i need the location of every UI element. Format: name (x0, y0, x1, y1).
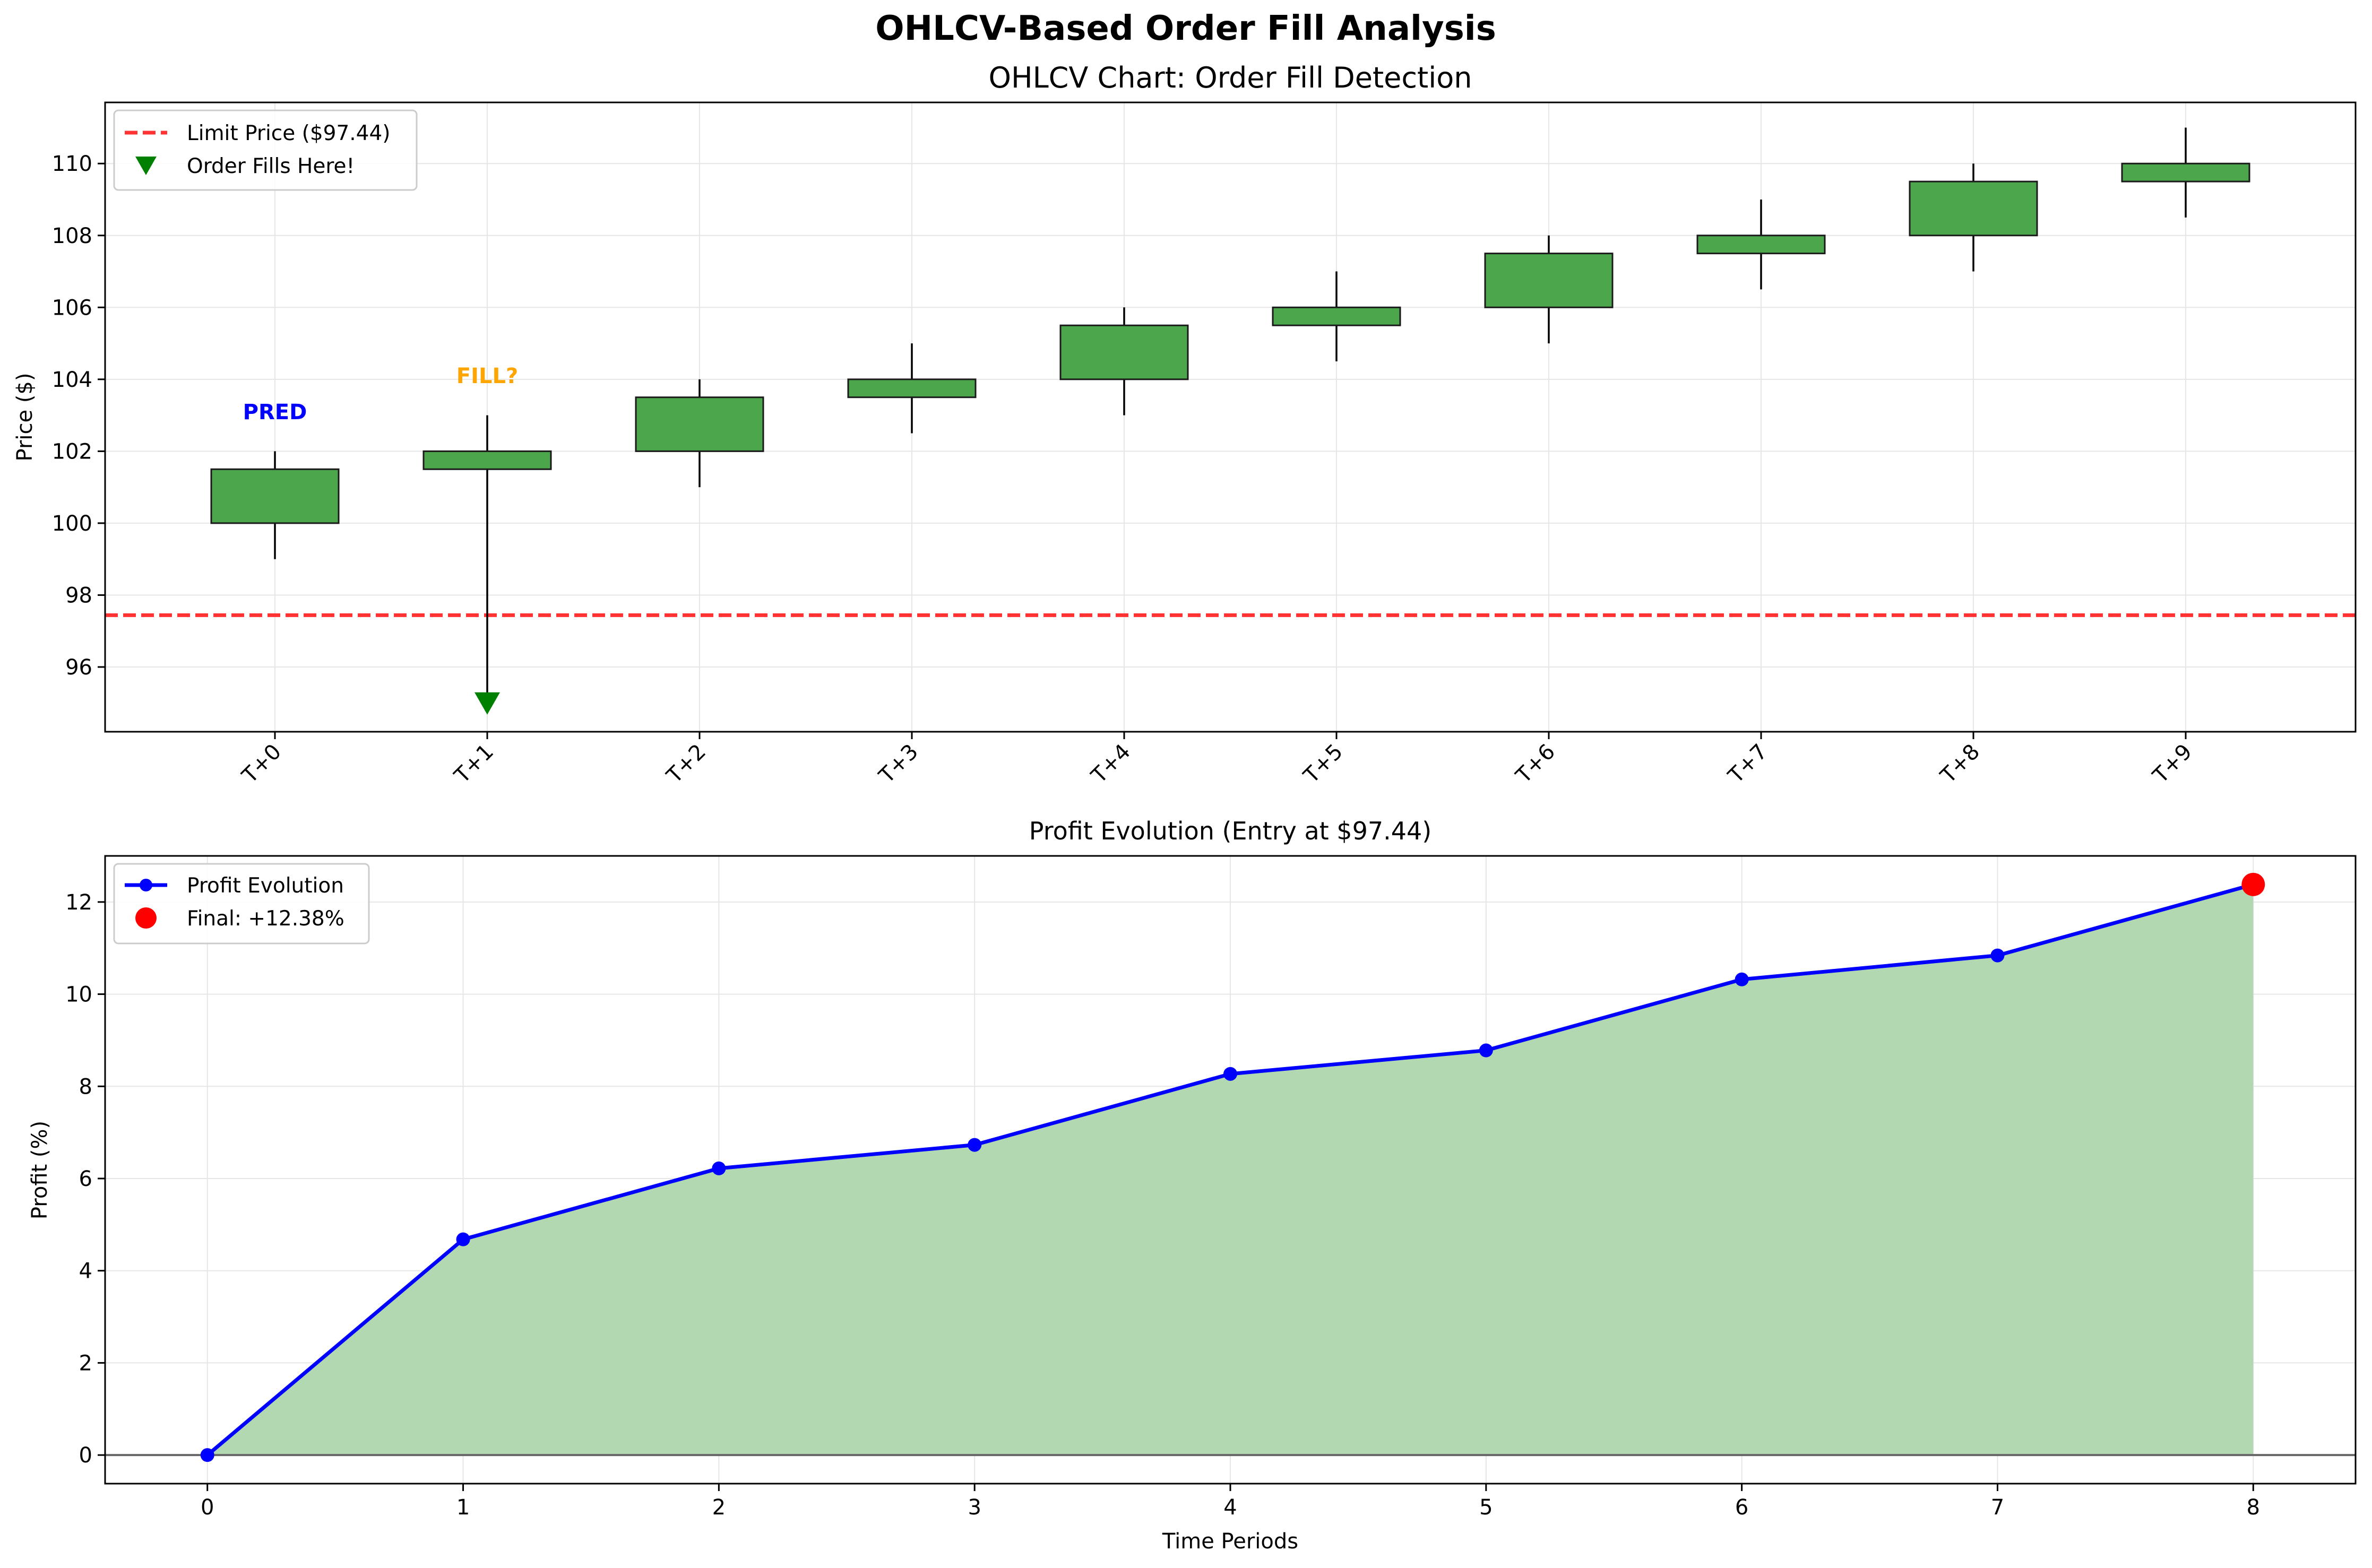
profit-y-tick-label: 2 (79, 1351, 92, 1375)
profit-point (1479, 1043, 1493, 1058)
ohlcv-legend-box (113, 109, 418, 191)
profit-fill-area (105, 884, 2356, 1457)
ohlcv-y-tick-label: 110 (52, 152, 92, 176)
ohlcv-axes-frame (104, 101, 2357, 733)
legend-triangle-swatch (135, 157, 157, 175)
profit-legend: Profit Evolution Final: +12.38% (113, 863, 370, 945)
candle-body (1484, 253, 1614, 308)
candle-body (422, 450, 552, 470)
profit-x-tick-label: 7 (1991, 1495, 2004, 1520)
profit-area (207, 884, 2254, 1456)
candle-body (1696, 235, 1826, 255)
ohlcv-y-tick-label: 98 (65, 583, 92, 608)
profit-y-tick-label: 8 (79, 1075, 92, 1099)
profit-x-tick-label: 6 (1735, 1495, 1748, 1520)
legend-label-profit-evolution: Profit Evolution (187, 874, 344, 898)
profit-series (200, 872, 2265, 1462)
ohlcv-y-tick-label: 104 (52, 368, 92, 392)
profit-x-tick-label: 5 (1479, 1495, 1493, 1520)
ohlcv-chart-title: OHLCV Chart: Order Fill Detection (988, 61, 1472, 94)
profit-y-tick-label: 10 (65, 983, 92, 1007)
legend-label-order-fills: Order Fills Here! (187, 154, 355, 178)
candle-annotations: PRED FILL? (243, 364, 519, 425)
candle-body (1059, 324, 1189, 380)
legend-line-marker-swatch (140, 879, 152, 891)
candle-body (847, 378, 977, 399)
candle-body (1272, 306, 1401, 326)
legend-final-point-swatch (135, 907, 157, 929)
ohlcv-y-tick-label: 102 (52, 439, 92, 464)
final-profit-point (2241, 872, 2265, 896)
profit-y-ticks: 0 2 4 6 8 10 12 (65, 890, 105, 1468)
ohlcv-y-tick-label: 100 (52, 512, 92, 536)
profit-point (456, 1232, 470, 1246)
candle-body (635, 396, 764, 452)
profit-point (200, 1448, 214, 1462)
ohlcv-y-ticks: 96 98 100 102 104 106 108 110 (52, 152, 105, 680)
profit-x-ticks: 0 1 2 3 4 5 6 7 8 (201, 1484, 2260, 1520)
profit-y-tick-label: 4 (79, 1259, 92, 1284)
ohlcv-y-tick-label: 106 (52, 296, 92, 320)
candle-annotation: FILL? (456, 364, 518, 388)
candle-body (210, 468, 340, 524)
legend-label-limit-price: Limit Price ($97.44) (187, 122, 391, 145)
ohlcv-y-tick-label: 96 (65, 655, 92, 680)
ohlcv-legend: Limit Price ($97.44) Order Fills Here! (113, 109, 418, 191)
legend-label-final: Final: +12.38% (187, 907, 344, 931)
order-fill-marker (475, 692, 500, 715)
profit-chart-title: Profit Evolution (Entry at $97.44) (1029, 817, 1431, 845)
profit-y-tick-label: 12 (65, 890, 92, 915)
profit-point (1990, 948, 2005, 963)
profit-x-tick-label: 8 (2247, 1495, 2260, 1520)
profit-point (968, 1138, 982, 1152)
candle-annotation: PRED (243, 400, 307, 425)
profit-point (1223, 1067, 1237, 1081)
profit-legend-box (113, 863, 370, 945)
candle-body (1909, 180, 2038, 237)
ohlcv-y-axis-label: Price ($) (13, 373, 37, 462)
figure-title: OHLCV-Based Order Fill Analysis (875, 9, 1496, 48)
profit-x-tick-label: 3 (968, 1495, 981, 1520)
profit-y-tick-label: 6 (79, 1167, 92, 1191)
profit-y-axis-label: Profit (%) (28, 1121, 52, 1219)
profit-y-tick-label: 0 (79, 1443, 92, 1468)
profit-x-tick-label: 1 (456, 1495, 470, 1520)
profit-x-tick-label: 4 (1223, 1495, 1237, 1520)
candlesticks (210, 127, 2250, 715)
profit-x-axis-label: Time Periods (1162, 1529, 1298, 1554)
profit-x-tick-label: 0 (201, 1495, 214, 1520)
profit-point (712, 1161, 726, 1175)
profit-point (1735, 972, 1749, 986)
candle-body (2121, 162, 2250, 183)
ohlcv-y-tick-label: 108 (52, 224, 92, 248)
profit-x-tick-label: 2 (712, 1495, 726, 1520)
